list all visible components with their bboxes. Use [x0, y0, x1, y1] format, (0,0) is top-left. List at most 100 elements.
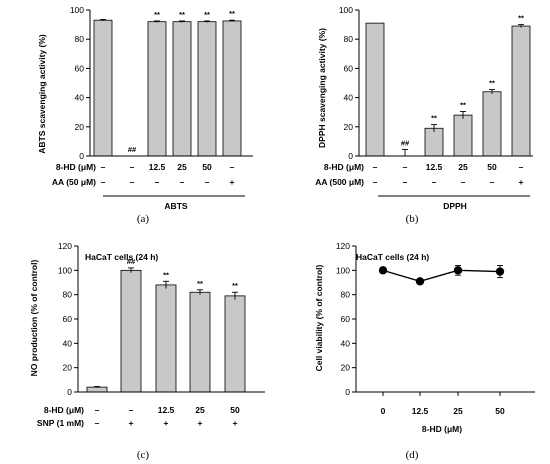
bar — [224, 295, 246, 393]
row-cell: – — [101, 177, 106, 187]
panel-c: NO production (% of control) HaCaT cells… — [29, 241, 265, 461]
significance-marker: ** — [179, 10, 185, 19]
significance-marker: ** — [232, 281, 238, 290]
row-cell: 25 — [195, 405, 205, 415]
row-cell: 50 — [202, 162, 212, 172]
bar — [155, 284, 177, 393]
significance-marker: ** — [197, 279, 203, 288]
row-cell: + — [519, 177, 524, 187]
row-label: AA (500 μM) — [315, 177, 364, 187]
row-cell: – — [461, 177, 466, 187]
row-cell: – — [95, 405, 100, 415]
row-cell: 12.5 — [149, 162, 166, 172]
y-tick-label: 100 — [339, 5, 353, 15]
bar — [147, 21, 167, 157]
row-cell: – — [155, 177, 160, 187]
bar — [197, 21, 217, 157]
row-label: SNP (1 mM) — [37, 418, 84, 428]
row-label: 8-HD (μM) — [324, 162, 364, 172]
bar — [365, 22, 385, 157]
panel-a-label: (a) — [137, 213, 150, 225]
panel-b-ylabel: DPPH scavenging activity (%) — [317, 28, 327, 148]
data-point — [415, 277, 425, 286]
panel-c-ylabel: NO production (% of control) — [29, 260, 39, 377]
significance-marker: ** — [489, 79, 495, 88]
significance-marker: ** — [229, 9, 235, 18]
panel-c-title: HaCaT cells (24 h) — [85, 252, 158, 262]
y-tick-label: 100 — [70, 5, 84, 15]
bar — [482, 91, 502, 157]
row-cell: – — [230, 162, 235, 172]
significance-marker: ** — [163, 270, 169, 279]
data-point — [453, 266, 463, 275]
row-label: 8-HD (μM) — [44, 405, 84, 415]
y-tick-label: 100 — [336, 265, 350, 275]
panel-d-label: (d) — [406, 449, 419, 461]
y-tick-label: 80 — [75, 34, 85, 44]
significance-marker: ** — [460, 100, 466, 109]
y-tick-label: 120 — [336, 241, 350, 251]
row-cell: – — [373, 162, 378, 172]
row-label: 8-HD (μM) — [56, 162, 96, 172]
row-cell: – — [205, 177, 210, 187]
panel-c-label: (c) — [137, 449, 150, 461]
bar — [172, 21, 192, 157]
row-cell: – — [129, 405, 134, 415]
row-cell: – — [519, 162, 524, 172]
y-tick-label: 60 — [75, 63, 85, 73]
panel-a-group-label: ABTS — [164, 201, 187, 211]
y-tick-label: 0 — [345, 387, 350, 397]
row-cell: – — [130, 162, 135, 172]
panel-d-ylabel: Cell viability (% of control) — [314, 264, 324, 371]
panel-d-xlabel: 8-HD (μM) — [422, 424, 462, 434]
bar — [424, 127, 444, 157]
row-label: AA (50 μM) — [52, 177, 96, 187]
y-tick-label: 0 — [348, 151, 353, 161]
y-tick-label: 40 — [75, 93, 85, 103]
panel-b: DPPH scavenging activity (%) 0 20 40 60 80 10… — [315, 5, 533, 225]
series-line — [382, 269, 501, 282]
y-tick-label: 120 — [58, 241, 72, 251]
row-cell: + — [233, 418, 238, 428]
x-tick-label: 0 — [381, 406, 386, 416]
y-tick-label: 20 — [63, 363, 73, 373]
row-cell: – — [432, 177, 437, 187]
row-cell: – — [373, 177, 378, 187]
y-tick-label: 20 — [344, 122, 354, 132]
x-tick-label: 50 — [495, 406, 505, 416]
bar — [511, 25, 531, 157]
panel-d-title: HaCaT cells (24 h) — [356, 252, 429, 262]
row-cell: + — [164, 418, 169, 428]
row-cell: 25 — [458, 162, 468, 172]
significance-marker: ** — [431, 114, 437, 123]
x-tick-label: 25 — [453, 406, 463, 416]
significance-marker: ** — [204, 10, 210, 19]
y-tick-label: 40 — [341, 338, 351, 348]
panel-d: Cell viability (% of control) HaCaT cell… — [314, 241, 535, 461]
panel-b-group-label: DPPH — [443, 201, 467, 211]
data-point — [378, 266, 388, 275]
panel-a-ylabel: ABTS scavenging activity (%) — [37, 34, 47, 154]
row-cell: + — [230, 177, 235, 187]
y-tick-label: 80 — [63, 290, 73, 300]
row-cell: – — [180, 177, 185, 187]
row-cell: – — [101, 162, 106, 172]
significance-marker: ## — [401, 138, 410, 147]
row-cell: – — [403, 162, 408, 172]
bar — [86, 386, 108, 393]
row-cell: – — [490, 177, 495, 187]
y-tick-label: 20 — [341, 363, 351, 373]
row-cell: 50 — [230, 405, 240, 415]
row-cell: 25 — [177, 162, 187, 172]
significance-marker: ** — [518, 14, 524, 23]
bar — [93, 19, 113, 157]
y-tick-label: 20 — [75, 122, 85, 132]
y-tick-label: 0 — [79, 151, 84, 161]
bar — [453, 114, 473, 157]
significance-marker: ## — [128, 145, 137, 154]
row-cell: 12.5 — [426, 162, 443, 172]
bar — [189, 291, 211, 393]
row-cell: + — [129, 418, 134, 428]
y-tick-label: 40 — [63, 338, 73, 348]
